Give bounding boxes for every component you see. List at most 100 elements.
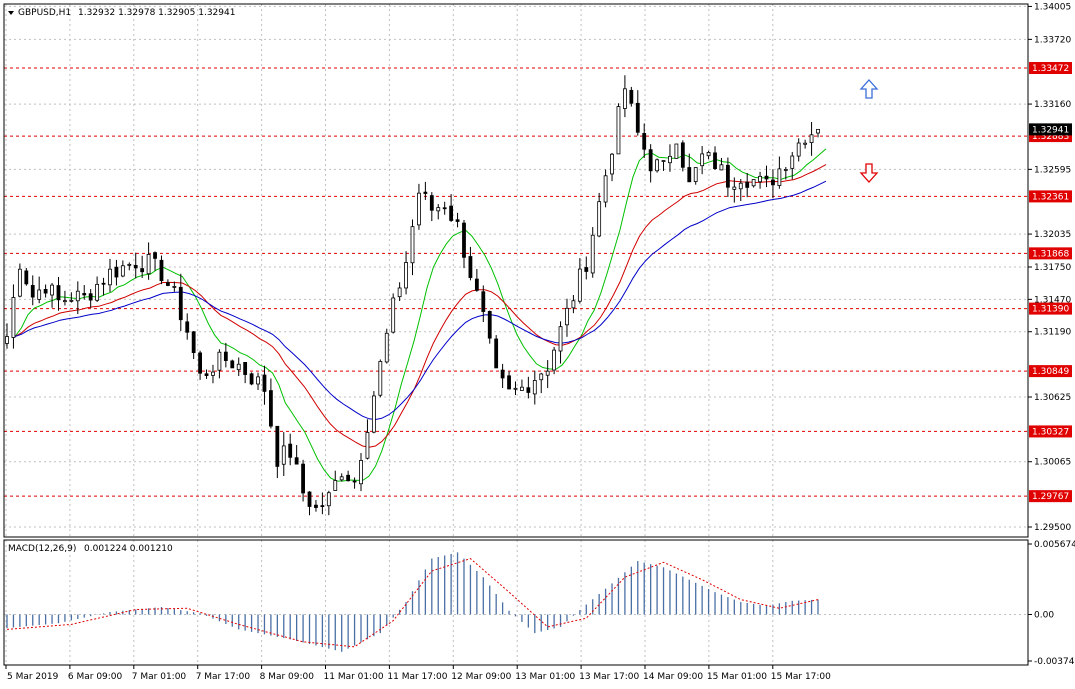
candle-body [552,349,557,371]
x-tick-label: 7 Mar 01:00 [132,672,187,682]
x-tick-label: 15 Mar 17:00 [771,672,831,682]
candle-body [397,287,402,298]
ma-mid-line [14,164,827,448]
candle-body [268,390,273,427]
candle-body [17,268,22,297]
candle-body [771,179,775,186]
candle-body [82,293,87,296]
candle-body [108,268,112,286]
level-tag [1029,62,1072,75]
candle-body [217,351,222,371]
candle-body [153,252,157,259]
candle-body [326,492,331,507]
candle-body [577,268,582,302]
candle-body [133,265,138,269]
x-tick-label: 12 Mar 09:00 [451,672,511,682]
candle-body [693,167,698,182]
candle-body [204,373,209,376]
candle-body [391,297,396,333]
candle-body [655,159,659,172]
x-tick-label: 14 Mar 09:00 [643,672,703,682]
candle-body [50,284,54,296]
candle-body [616,106,621,155]
macd-y-tick-label: -0.003745 [1034,657,1075,667]
candle-body [88,293,93,301]
candle-body [320,505,325,508]
candle-body [590,234,595,274]
level-tag [1029,190,1072,203]
candle-body [565,307,569,326]
candle-body [384,332,389,363]
y-tick-label: 1.33160 [1034,100,1071,110]
x-tick-label: 6 Mar 09:00 [68,672,123,682]
level-tag [1029,365,1072,378]
y-tick-label: 1.30065 [1034,458,1071,468]
level-tag-label: 1.29767 [1032,492,1069,502]
candle-body [339,476,344,481]
candle-body [513,387,518,390]
candle-body [545,370,550,376]
symbol-label: GBPUSD,H1 [18,8,71,18]
candle-body [603,175,608,203]
candle-body [127,263,132,266]
candle-body [732,186,737,190]
candle-body [359,460,363,485]
arrow-down-icon[interactable] [859,163,879,183]
candle-body [429,195,434,211]
candle-body [816,128,820,134]
moving-average-layer [14,148,827,482]
ma-slow-line [14,180,827,421]
candle-body [166,282,170,286]
y-tick-label: 1.31190 [1034,328,1071,338]
x-tick-label: 13 Mar 01:00 [515,672,575,682]
candle-body [680,142,685,168]
y-tick-label: 1.32035 [1034,230,1071,240]
candle-body [629,89,634,104]
candle-body [449,205,454,221]
candle-body [120,265,125,277]
triangle-down-icon[interactable] [8,11,14,15]
candle-body [539,373,544,381]
x-tick-label: 13 Mar 17:00 [579,672,639,682]
macd-y-tick-label: 0.00 [1034,610,1054,620]
candle-body [758,175,762,183]
candle-body [30,285,35,298]
candle-body [423,191,428,194]
candle-body [481,291,486,312]
axis-layer: 5 Mar 2019 6 Mar 09:00 7 Mar 01:00 7 Mar 17… [5,2,1075,682]
x-tick-label: 15 Mar 01:00 [707,672,767,682]
candle-body [738,182,743,190]
y-tick-label: 1.29500 [1034,523,1071,533]
candle-body [11,297,16,338]
candle-body [249,373,254,385]
candle-body [56,285,61,301]
x-tick-label: 7 Mar 17:00 [196,672,251,682]
candle-body [532,380,537,395]
candle-body [236,363,241,371]
level-tag-label: 1.32361 [1032,192,1069,202]
level-tag [1029,247,1072,260]
macd-y-tick-label: 0.005674 [1034,540,1075,550]
macd-layer [6,552,819,652]
candle-body [346,474,351,482]
candle-body [661,160,666,162]
candle-body [623,88,627,109]
candle-body [507,375,511,390]
candle-body [700,153,705,167]
candle-body [674,143,679,159]
y-tick-label: 1.31470 [1034,295,1071,305]
candle-body [713,152,717,170]
candle-body [294,457,299,465]
candle-body [584,267,589,272]
candle-layer [5,75,820,516]
level-tag-label: 1.30849 [1032,367,1069,377]
candle-body [719,164,724,171]
arrow-up-icon[interactable] [859,79,879,99]
candle-body [146,253,151,275]
level-tag [1029,490,1072,503]
ma-fast-line [14,148,827,482]
macd-frame [3,539,1029,666]
level-tag-label: 1.31390 [1032,305,1069,315]
